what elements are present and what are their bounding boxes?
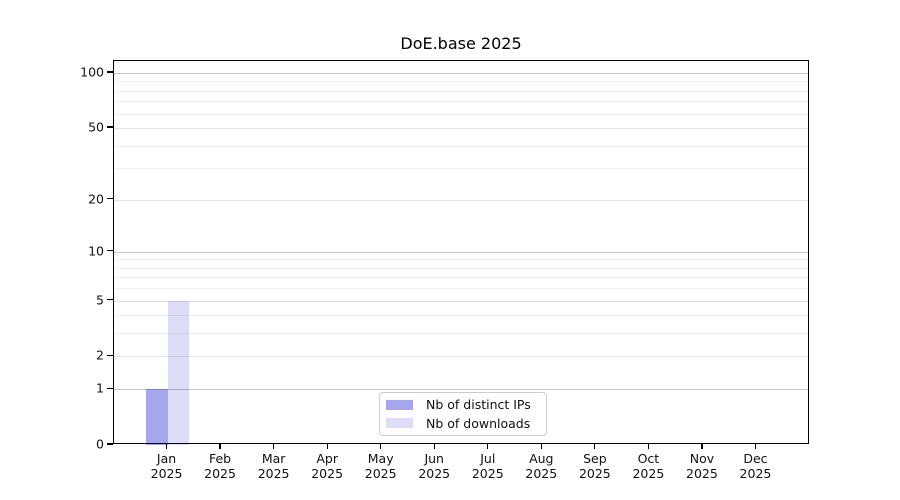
x-tick-mark bbox=[754, 444, 757, 449]
y-tick-label: 0 bbox=[96, 436, 104, 452]
legend-item-downloads: Nb of downloads bbox=[386, 416, 538, 432]
y-tick-label: 20 bbox=[88, 191, 104, 206]
legend-swatch-distinct-ips bbox=[386, 399, 413, 410]
x-tick-label: Apr 2025 bbox=[311, 451, 344, 481]
chart-title: DoE.base 2025 bbox=[400, 34, 522, 53]
gridline-minor bbox=[114, 315, 808, 317]
bar-distinct-ips bbox=[146, 389, 168, 445]
x-tick-label: Dec 2025 bbox=[739, 451, 772, 481]
y-tick-mark bbox=[107, 443, 113, 445]
x-tick-mark bbox=[487, 444, 489, 449]
y-tick-label: 50 bbox=[88, 119, 104, 135]
gridline-minor bbox=[114, 101, 808, 103]
gridline-major bbox=[114, 389, 808, 391]
x-tick-mark bbox=[272, 444, 275, 449]
plot-area bbox=[113, 60, 809, 445]
x-tick-label: Sep 2025 bbox=[578, 451, 611, 481]
gridline-major bbox=[114, 199, 808, 201]
gridline-minor bbox=[114, 333, 808, 335]
gridline-major bbox=[114, 251, 808, 253]
legend-label-downloads: Nb of downloads bbox=[426, 415, 531, 431]
y-tick-mark bbox=[107, 126, 113, 128]
y-tick-mark bbox=[107, 298, 113, 301]
x-tick-mark bbox=[701, 444, 703, 449]
x-tick-mark bbox=[594, 444, 596, 449]
legend-item-distinct-ips: Nb of distinct IPs bbox=[386, 397, 538, 413]
x-tick-label: Mar 2025 bbox=[257, 451, 290, 481]
x-tick-label: Jul 2025 bbox=[471, 451, 504, 481]
x-tick-mark bbox=[326, 444, 328, 449]
x-tick-label: Aug 2025 bbox=[525, 451, 558, 481]
legend-swatch-downloads bbox=[386, 418, 413, 429]
gridline-minor bbox=[114, 259, 808, 261]
y-tick-label: 1 bbox=[96, 380, 104, 396]
x-tick-mark bbox=[647, 444, 650, 449]
gridline-minor bbox=[114, 145, 808, 147]
y-tick-label: 10 bbox=[88, 243, 104, 259]
gridline-major bbox=[114, 300, 808, 302]
x-tick-label: Feb 2025 bbox=[204, 451, 236, 481]
x-tick-label: Nov 2025 bbox=[686, 451, 718, 481]
gridline-major bbox=[114, 356, 808, 358]
x-tick-mark bbox=[540, 444, 542, 449]
y-tick-label: 2 bbox=[96, 347, 104, 363]
x-tick-label: Jan 2025 bbox=[150, 451, 183, 481]
y-tick-label: 100 bbox=[80, 64, 104, 80]
x-tick-label: Oct 2025 bbox=[632, 451, 665, 481]
gridline-minor bbox=[114, 113, 808, 115]
x-tick-mark bbox=[165, 444, 168, 449]
x-tick-mark bbox=[433, 444, 435, 449]
y-tick-mark bbox=[107, 71, 113, 73]
gridline-minor bbox=[114, 81, 808, 83]
x-tick-label: May 2025 bbox=[364, 451, 397, 481]
legend-label-distinct-ips: Nb of distinct IPs bbox=[426, 397, 531, 413]
gridline-major bbox=[114, 127, 808, 129]
y-tick-mark bbox=[107, 354, 113, 357]
x-tick-mark bbox=[380, 444, 382, 449]
gridline-minor bbox=[114, 168, 808, 170]
gridline-minor bbox=[114, 288, 808, 290]
gridline-minor bbox=[114, 90, 808, 92]
gridline-minor bbox=[114, 277, 808, 279]
y-tick-mark bbox=[107, 197, 113, 200]
x-tick-mark bbox=[219, 444, 221, 449]
gridline-minor bbox=[114, 267, 808, 269]
y-tick-label: 5 bbox=[96, 292, 104, 308]
gridline-major bbox=[114, 72, 808, 74]
y-tick-mark bbox=[107, 387, 113, 389]
x-tick-label: Jun 2025 bbox=[418, 451, 451, 481]
legend: Nb of distinct IPs Nb of downloads bbox=[379, 392, 547, 436]
y-tick-mark bbox=[107, 250, 113, 252]
bar-downloads bbox=[167, 300, 189, 445]
